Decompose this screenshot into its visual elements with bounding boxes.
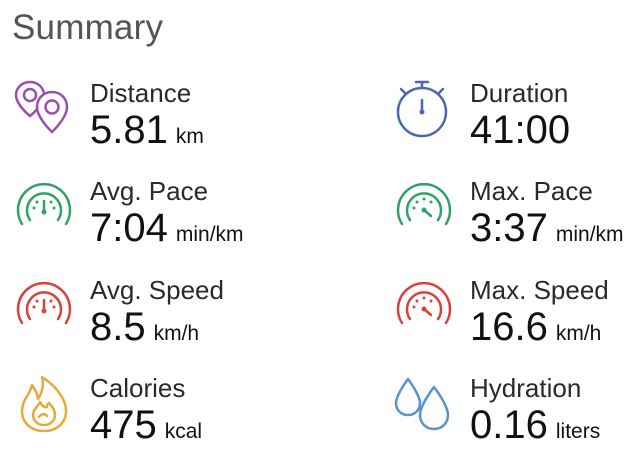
distance-value: 5.81 [90,108,168,152]
max-pace-value: 3:37 [470,206,548,250]
stat-distance: Distance 5.81 km [12,78,312,168]
stat-avg-pace: Avg. Pace 7:04 min/km [12,176,312,266]
max-speed-value-row: 16.6 km/h [470,305,601,350]
stopwatch-icon [396,80,448,138]
hydration-value: 0.16 [470,403,548,447]
calories-value: 475 [90,403,157,447]
duration-value-row: 41:00 [470,108,578,153]
max-speed-unit: km/h [555,322,602,345]
hydration-value-row: 0.16 liters [470,403,600,448]
avg-speed-label: Avg. Speed [90,275,224,305]
avg-pace-label: Avg. Pace [90,176,209,206]
stat-calories: Calories 475 kcal [12,373,312,456]
stat-max-speed: Max. Speed 16.6 km/h [392,275,644,365]
avg-speed-value-row: 8.5 km/h [90,305,199,350]
avg-pace-value: 7:04 [90,206,168,250]
max-pace-value-row: 3:37 min/km [470,206,624,251]
stat-max-pace: Max. Pace 3:37 min/km [392,176,644,266]
distance-value-row: 5.81 km [90,108,204,153]
max-pace-label: Max. Pace [470,176,593,206]
map-pins-icon [14,80,69,134]
distance-unit: km [175,125,204,148]
stat-duration: Duration 41:00 [392,78,644,168]
pace-gauge-icon [16,182,72,226]
duration-value: 41:00 [470,108,571,152]
page-title: Summary [12,8,164,47]
flame-icon [20,375,68,433]
max-pace-unit: min/km [555,223,624,246]
calories-value-row: 475 kcal [90,403,202,448]
speed-gauge-icon [396,281,452,325]
avg-speed-value: 8.5 [90,305,146,349]
avg-pace-unit: min/km [175,223,244,246]
distance-label: Distance [90,78,192,108]
speed-gauge-icon [16,281,72,325]
calories-unit: kcal [164,420,203,443]
duration-label: Duration [470,78,569,108]
stat-avg-speed: Avg. Speed 8.5 km/h [12,275,312,365]
hydration-label: Hydration [470,373,582,403]
avg-pace-value-row: 7:04 min/km [90,206,244,251]
hydration-unit: liters [555,420,601,443]
calories-label: Calories [90,373,186,403]
water-drops-icon [394,377,450,431]
max-speed-label: Max. Speed [470,275,609,305]
pace-gauge-icon [396,182,452,226]
max-speed-value: 16.6 [470,305,548,349]
avg-speed-unit: km/h [153,322,200,345]
stat-hydration: Hydration 0.16 liters [392,373,644,456]
